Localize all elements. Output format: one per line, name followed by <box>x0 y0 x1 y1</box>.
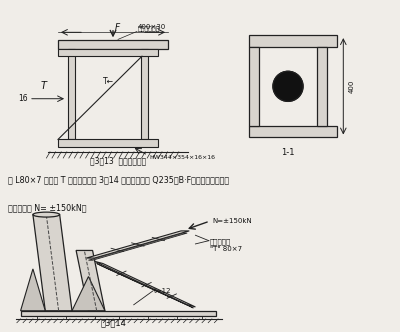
Polygon shape <box>33 214 72 311</box>
Text: T←: T← <box>102 76 114 86</box>
Text: T: T <box>41 81 47 91</box>
Text: 图3－14: 图3－14 <box>100 318 126 327</box>
Text: 人字形腹杆: 人字形腹杆 <box>210 238 231 245</box>
Bar <box>58 139 158 146</box>
Bar <box>317 47 327 126</box>
Bar <box>68 49 75 139</box>
Text: 16: 16 <box>18 94 28 103</box>
Text: 上端刨平顶紧: 上端刨平顶紧 <box>138 26 160 32</box>
Bar <box>20 311 216 316</box>
Polygon shape <box>88 233 187 260</box>
Text: 1-1: 1-1 <box>281 147 295 157</box>
Text: 400: 400 <box>348 80 354 93</box>
Text: 钢 L80×7 组成的 T 形截面，如图 3－14 所示。钢材为 Q235－B·F，其斜撑所受的轴: 钢 L80×7 组成的 T 形截面，如图 3－14 所示。钢材为 Q235－B·… <box>8 176 229 185</box>
Bar <box>249 126 337 137</box>
Polygon shape <box>72 277 105 311</box>
Text: 400×30: 400×30 <box>138 24 166 30</box>
Polygon shape <box>20 269 45 311</box>
Polygon shape <box>95 261 196 307</box>
Polygon shape <box>86 231 189 258</box>
Bar <box>249 35 337 47</box>
Text: "T" 80×7: "T" 80×7 <box>210 246 242 252</box>
Bar <box>58 40 168 49</box>
Bar <box>58 49 158 56</box>
Circle shape <box>273 71 303 101</box>
Bar <box>249 47 259 126</box>
Polygon shape <box>76 250 105 311</box>
Text: N=±150kN: N=±150kN <box>212 217 252 223</box>
Polygon shape <box>97 264 193 308</box>
Bar <box>141 49 148 139</box>
Text: 心力设计值 N= ±150kN。: 心力设计值 N= ±150kN。 <box>8 204 86 213</box>
Text: t=12: t=12 <box>154 288 172 293</box>
Text: F: F <box>115 23 120 32</box>
Text: 图3－13  柱顶承压节点: 图3－13 柱顶承压节点 <box>90 156 146 165</box>
Text: HW344×354×16×16: HW344×354×16×16 <box>149 155 215 160</box>
Ellipse shape <box>33 212 60 217</box>
